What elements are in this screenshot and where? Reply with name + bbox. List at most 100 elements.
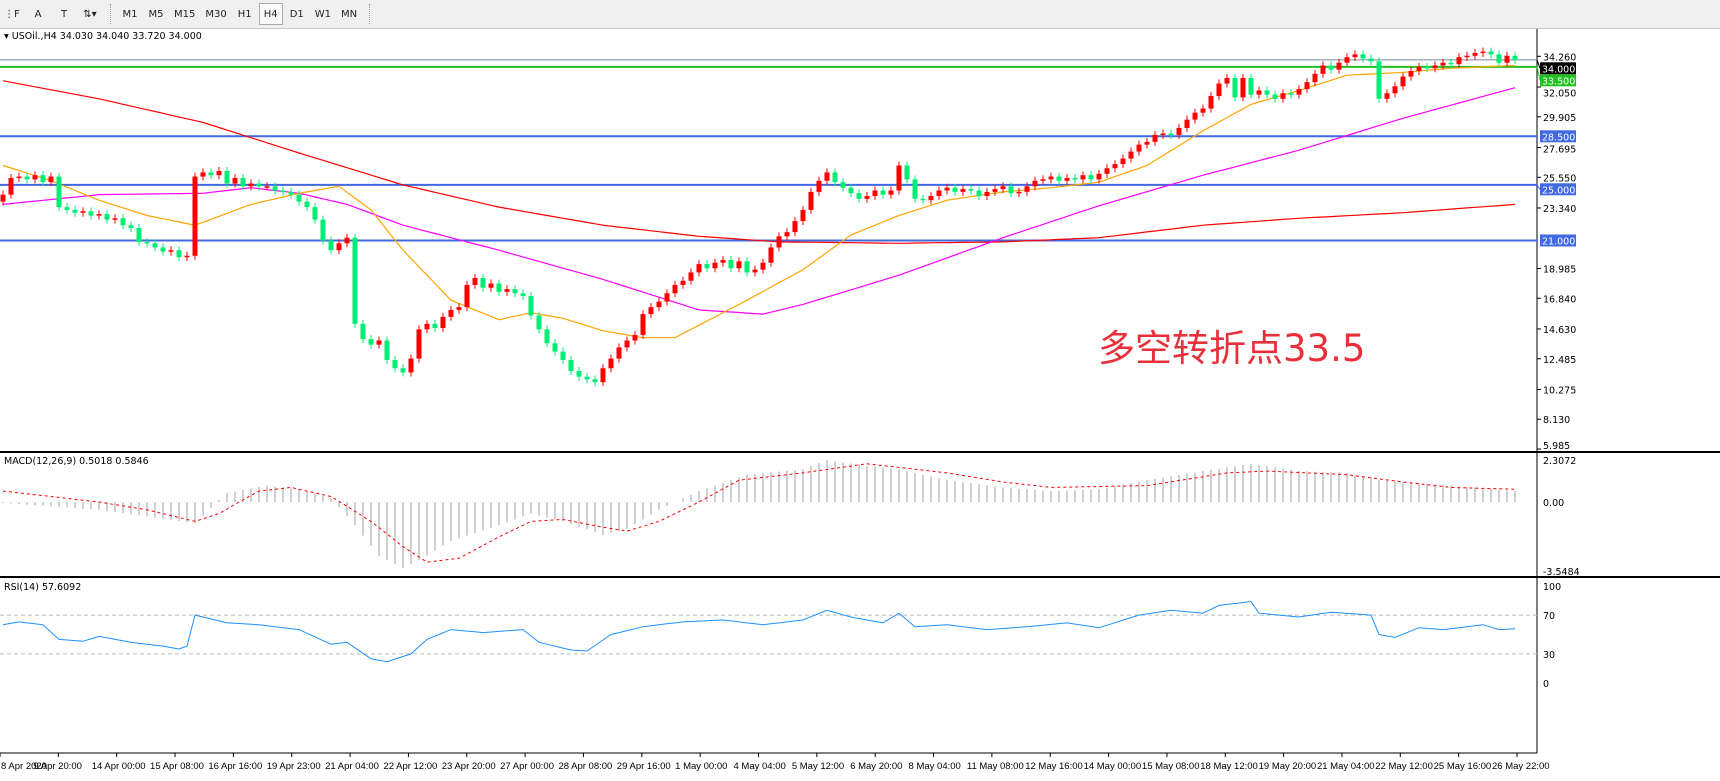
candle-body xyxy=(1472,52,1478,56)
candle xyxy=(72,205,78,217)
candle-body xyxy=(320,219,326,241)
candle xyxy=(304,197,310,212)
candle xyxy=(288,187,294,199)
timeframe-mn-button[interactable]: MN xyxy=(340,8,358,20)
fibo-tool-icon[interactable]: ⋮F xyxy=(4,8,20,20)
timeframe-h1-button[interactable]: H1 xyxy=(237,8,252,20)
candle xyxy=(576,367,582,381)
toolbar-separator xyxy=(110,4,112,24)
candle-body xyxy=(848,187,854,194)
candle-body xyxy=(736,261,742,269)
candle-body xyxy=(448,309,454,317)
price-tick-label: 25.550 xyxy=(1543,173,1576,184)
text-label-tool-icon[interactable]: T xyxy=(60,8,68,20)
candle xyxy=(608,354,614,373)
candle-body xyxy=(1352,54,1358,58)
candle-body xyxy=(264,186,270,188)
candle xyxy=(1264,86,1270,99)
timeframe-m1-button[interactable]: M1 xyxy=(122,8,138,20)
candle-body xyxy=(40,175,46,183)
candle-body xyxy=(1376,61,1382,99)
timeframe-m15-button[interactable]: M15 xyxy=(174,8,196,20)
candle-body xyxy=(1312,73,1318,83)
price-tick-label: 5.985 xyxy=(1543,441,1570,452)
candle-body xyxy=(496,283,502,292)
candle-body xyxy=(1392,86,1398,94)
candle xyxy=(1136,140,1142,156)
timeframe-d1-button[interactable]: D1 xyxy=(289,8,304,20)
candle xyxy=(0,190,6,206)
time-label: 14 May 00:00 xyxy=(1084,761,1142,772)
candle xyxy=(976,186,982,201)
candle-body xyxy=(760,262,766,270)
candle-body xyxy=(904,165,910,180)
candle xyxy=(688,268,694,285)
candle xyxy=(1200,104,1206,117)
candle-body xyxy=(768,247,774,263)
candle-body xyxy=(152,243,158,248)
candle-body xyxy=(1096,173,1102,180)
time-label: 12 May 16:00 xyxy=(1025,761,1083,772)
candle xyxy=(1376,57,1382,103)
candle-body xyxy=(1040,179,1046,181)
candle xyxy=(704,260,710,273)
candle xyxy=(928,192,934,205)
candle-body xyxy=(1368,58,1374,62)
timeframe-m5-button[interactable]: M5 xyxy=(148,8,164,20)
candle xyxy=(1280,89,1286,103)
candle-body xyxy=(112,218,118,220)
candle xyxy=(1392,82,1398,98)
arrows-tool-icon[interactable]: ⇅▾ xyxy=(83,8,97,20)
candle-body xyxy=(416,329,422,359)
candle xyxy=(632,330,638,345)
candle xyxy=(80,207,86,217)
candle-body xyxy=(1152,134,1158,142)
level-price-label-leader xyxy=(1536,66,1541,81)
candle-body xyxy=(960,189,966,192)
candle xyxy=(48,172,54,187)
candle-body xyxy=(536,315,542,330)
candle xyxy=(584,372,590,384)
candle xyxy=(96,210,102,220)
candle-body xyxy=(888,190,894,195)
timeframe-h4-button[interactable]: H4 xyxy=(258,3,283,25)
candle-body xyxy=(896,165,902,191)
candle-body xyxy=(816,180,822,192)
candle xyxy=(224,167,230,188)
price-tick-label: 10.275 xyxy=(1543,385,1576,396)
candle xyxy=(1128,147,1134,163)
candle xyxy=(1472,48,1478,60)
candle-body xyxy=(1072,177,1078,180)
rsi-tick-label: 30 xyxy=(1543,650,1555,661)
candle-body xyxy=(272,186,278,191)
candle xyxy=(240,173,246,191)
candle xyxy=(464,280,470,312)
candle xyxy=(1056,172,1062,185)
text-tool-icon[interactable]: A xyxy=(34,8,42,20)
candle-body xyxy=(328,240,334,251)
candle xyxy=(888,186,894,199)
candle xyxy=(1504,51,1510,67)
candle xyxy=(592,375,598,387)
candle xyxy=(752,265,758,277)
candle-body xyxy=(936,190,942,197)
time-label: 16 Apr 16:00 xyxy=(208,761,262,772)
candle xyxy=(352,233,358,328)
candle-body xyxy=(200,172,206,177)
timeframe-m30-button[interactable]: M30 xyxy=(205,8,227,20)
candle xyxy=(432,319,438,332)
candle xyxy=(1432,61,1438,73)
candle xyxy=(184,251,190,262)
candle xyxy=(1232,73,1238,102)
candle xyxy=(456,303,462,314)
candle xyxy=(336,239,342,255)
candle xyxy=(1344,53,1350,67)
timeframe-w1-button[interactable]: W1 xyxy=(314,8,331,20)
candle-body xyxy=(504,289,510,292)
candle-body xyxy=(624,340,630,348)
time-label: 22 May 12:00 xyxy=(1375,761,1433,772)
time-label: 22 Apr 12:00 xyxy=(383,761,437,772)
rsi-tick-label: 0 xyxy=(1543,679,1549,690)
candle-body xyxy=(1416,66,1422,72)
time-label: 15 Apr 08:00 xyxy=(150,761,204,772)
